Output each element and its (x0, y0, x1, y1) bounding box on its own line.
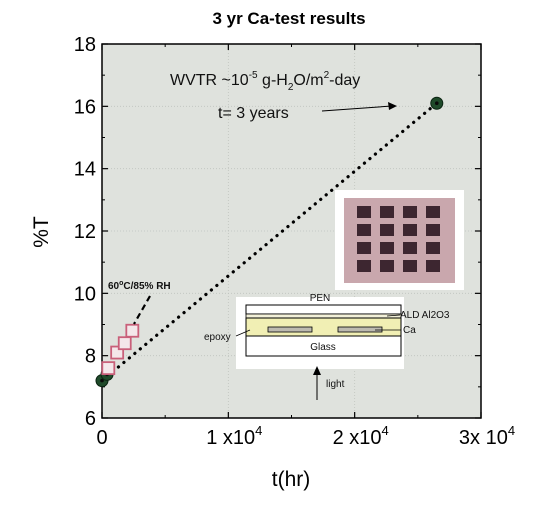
sample-square (380, 260, 394, 272)
sample-square (380, 206, 394, 218)
x-axis-label: t(hr) (272, 468, 311, 491)
x-tick-label: 0 (96, 427, 107, 449)
sample-square (426, 224, 440, 236)
duration-annotation: t= 3 years (218, 105, 289, 122)
x-tick-label: 3x 104 (459, 423, 515, 449)
sample-squares (357, 206, 440, 272)
ald-leader (386, 314, 401, 317)
sample-photo-inset (335, 190, 464, 290)
data-point-square (125, 323, 140, 338)
ald-layer (245, 313, 402, 319)
duration-arrow (321, 102, 397, 112)
y-tick-label: 10 (74, 283, 96, 305)
sample-square (426, 260, 440, 272)
sample-square (357, 260, 371, 272)
glass-layer (245, 335, 402, 357)
sample-square (357, 206, 371, 218)
sample-square (426, 242, 440, 254)
data-point-square (117, 336, 132, 351)
epoxy-leader (235, 329, 251, 337)
sample-square (380, 224, 394, 236)
glass-label: Glass (310, 342, 336, 353)
y-tick-label: 14 (74, 159, 96, 181)
y-tick-label: 8 (85, 346, 96, 368)
condition-leader-line (133, 295, 151, 325)
trendline (100, 101, 439, 383)
data-point-core (434, 101, 439, 106)
sample-square (403, 242, 417, 254)
sample-square (426, 206, 440, 218)
sample-square (380, 242, 394, 254)
ald-label: ALD Al2O3 (400, 310, 450, 321)
data-markers (95, 96, 444, 388)
condition-label: 60oC/85% RH (108, 280, 171, 292)
y-axis-label: %T (30, 216, 53, 248)
y-tick-label: 16 (74, 96, 96, 118)
light-label: light (326, 379, 345, 390)
axis-ticks (101, 43, 482, 419)
pen-label: PEN (310, 293, 331, 304)
chart-title: 3 yr Ca-test results (212, 9, 365, 28)
sample-square (403, 224, 417, 236)
epoxy-label: epoxy (204, 332, 231, 343)
device-schematic: PEN ALD Al2O3 Ca epoxy Glass light (204, 293, 450, 400)
sample-square (403, 206, 417, 218)
x-tick-label: 2 x104 (333, 423, 389, 449)
pen-layer (245, 304, 402, 315)
wvtr-annotation: WVTR ~10-5 g-H2O/m2-day (170, 70, 360, 93)
y-tick-label: 6 (85, 408, 96, 430)
sample-square (357, 242, 371, 254)
y-tick-label: 12 (74, 221, 96, 243)
ca-label: Ca (403, 325, 416, 336)
y-tick-labels: 6 8 10 12 14 16 18 (74, 34, 96, 430)
sample-square (357, 224, 371, 236)
light-arrow-head (313, 366, 321, 375)
ca-pad-left (267, 326, 313, 333)
data-point-square (101, 361, 116, 376)
y-tick-label: 18 (74, 34, 96, 56)
x-tick-labels: 0 1 x104 2 x104 3x 104 (96, 423, 515, 449)
sample-square (403, 260, 417, 272)
x-tick-label: 1 x104 (206, 423, 262, 449)
ca-pad-right (337, 326, 383, 333)
data-point-core (100, 378, 104, 383)
